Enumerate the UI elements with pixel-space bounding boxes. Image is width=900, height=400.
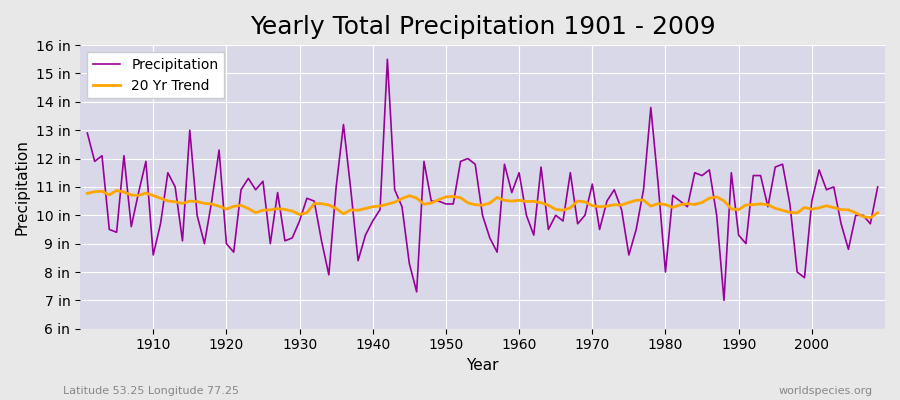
20 Yr Trend [148,193,158,198]
Line: 20 Yr Trend: 20 Yr Trend [87,190,878,218]
20 Yr Trend [521,199,532,204]
Precipitation [718,298,729,303]
Precipitation [382,57,392,62]
Precipitation [346,187,356,192]
20 Yr Trend [112,188,122,193]
Text: worldspecies.org: worldspecies.org [778,386,873,396]
Precipitation [608,187,619,192]
Precipitation [872,184,883,189]
20 Yr Trend [608,202,619,207]
Precipitation [521,213,532,218]
20 Yr Trend [872,210,883,215]
Legend: Precipitation, 20 Yr Trend: Precipitation, 20 Yr Trend [87,52,224,98]
Text: Latitude 53.25 Longitude 77.25: Latitude 53.25 Longitude 77.25 [63,386,239,396]
Precipitation [140,159,151,164]
Precipitation [514,170,525,175]
Precipitation [82,131,93,136]
20 Yr Trend [82,191,93,196]
X-axis label: Year: Year [466,358,499,373]
Precipitation [302,196,312,201]
20 Yr Trend [309,201,320,206]
20 Yr Trend [865,215,876,220]
Y-axis label: Precipitation: Precipitation [15,139,30,235]
20 Yr Trend [514,198,525,203]
Title: Yearly Total Precipitation 1901 - 2009: Yearly Total Precipitation 1901 - 2009 [249,15,716,39]
Line: Precipitation: Precipitation [87,59,878,300]
20 Yr Trend [353,208,364,213]
